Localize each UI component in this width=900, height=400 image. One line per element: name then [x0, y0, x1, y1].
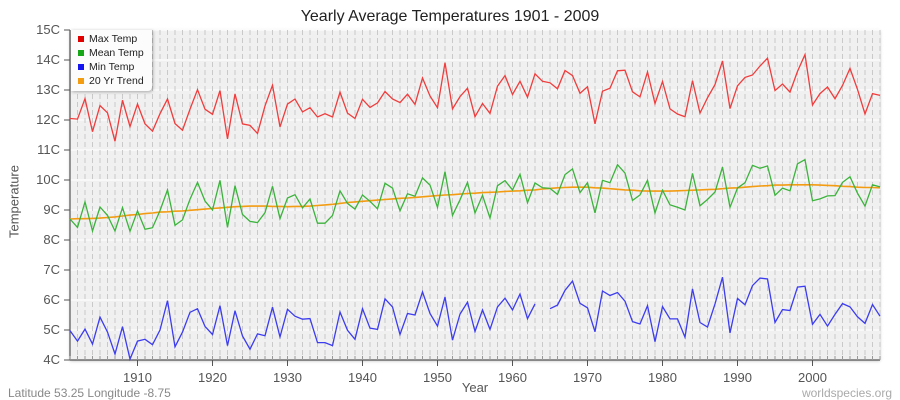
svg-text:7C: 7C — [43, 262, 60, 277]
svg-text:2000: 2000 — [798, 370, 827, 385]
svg-text:15C: 15C — [36, 22, 60, 37]
svg-text:8C: 8C — [43, 232, 60, 247]
svg-text:4C: 4C — [43, 352, 60, 367]
svg-text:1950: 1950 — [423, 370, 452, 385]
svg-text:12C: 12C — [36, 112, 60, 127]
svg-text:1930: 1930 — [273, 370, 302, 385]
svg-text:10C: 10C — [36, 172, 60, 187]
svg-text:1980: 1980 — [648, 370, 677, 385]
svg-text:1960: 1960 — [498, 370, 527, 385]
svg-text:14C: 14C — [36, 52, 60, 67]
svg-text:1990: 1990 — [723, 370, 752, 385]
svg-text:6C: 6C — [43, 292, 60, 307]
svg-text:1910: 1910 — [123, 370, 152, 385]
svg-text:1970: 1970 — [573, 370, 602, 385]
svg-text:1940: 1940 — [348, 370, 377, 385]
svg-text:13C: 13C — [36, 82, 60, 97]
svg-text:11C: 11C — [37, 142, 60, 157]
svg-text:9C: 9C — [43, 202, 60, 217]
svg-text:1920: 1920 — [198, 370, 227, 385]
svg-text:5C: 5C — [43, 322, 60, 337]
